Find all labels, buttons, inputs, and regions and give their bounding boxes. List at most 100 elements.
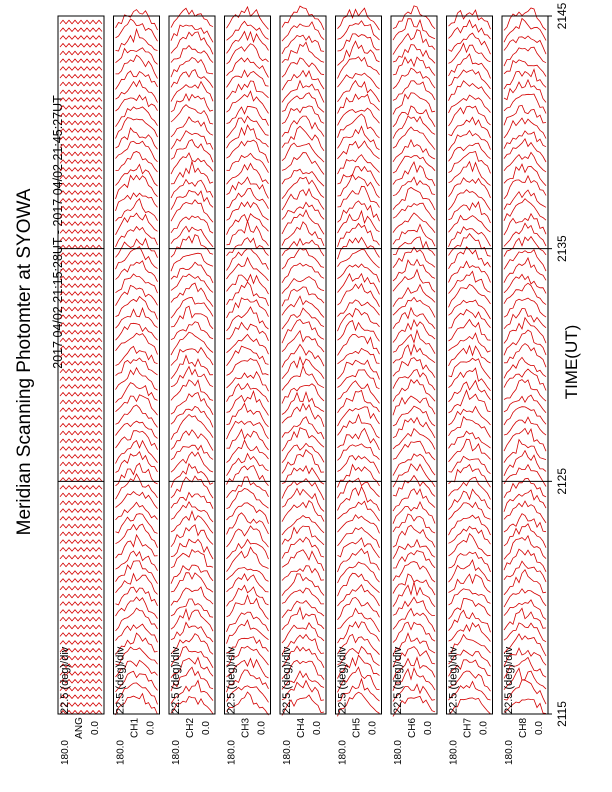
scan-trace [337, 165, 380, 187]
scan-trace [115, 659, 158, 678]
panel-scale-label: 22.5 (deg)/div [503, 646, 515, 714]
scan-trace [170, 104, 214, 125]
scan-trace [503, 394, 547, 414]
scan-trace [115, 382, 158, 403]
scan-trace [226, 273, 269, 295]
scan-trace [59, 190, 103, 196]
scan-trace [281, 587, 324, 605]
scan-trace [59, 663, 103, 669]
scan-trace [170, 354, 214, 380]
scan-trace [115, 212, 158, 235]
panel-traces [281, 5, 325, 716]
scan-trace [170, 305, 214, 330]
panel-ylabel: CH8 [518, 718, 529, 738]
scan-trace [59, 570, 103, 576]
scan-trace [59, 422, 103, 428]
scan-trace [226, 636, 269, 654]
scan-trace [448, 332, 491, 353]
scan-trace [503, 523, 547, 548]
scan-trace [115, 225, 158, 248]
scan-trace [337, 320, 380, 342]
scan-trace [448, 105, 491, 127]
scan-trace [115, 284, 158, 306]
scan-trace [448, 525, 491, 545]
scan-trace [392, 115, 436, 139]
scan-trace [448, 573, 491, 593]
scan-trace [392, 138, 436, 163]
scan-trace [281, 600, 325, 619]
scan-trace [170, 491, 214, 509]
panel-ymin-label: 0.0 [201, 721, 212, 735]
scan-trace [226, 80, 269, 100]
scan-trace [392, 202, 436, 221]
scan-trace [170, 31, 214, 55]
panel-scale-label: 22.5 (deg)/div [226, 646, 238, 714]
scan-trace [59, 702, 103, 707]
scan-trace [337, 463, 380, 488]
scan-trace [392, 378, 436, 402]
scan-trace [115, 151, 158, 173]
scan-trace [448, 488, 491, 510]
scan-trace [448, 160, 491, 186]
scan-trace [59, 329, 103, 335]
scan-trace [226, 546, 269, 572]
scan-trace [59, 159, 103, 165]
scan-trace [448, 551, 491, 573]
scan-trace [281, 187, 325, 211]
scan-trace [226, 162, 269, 185]
scan-trace [337, 209, 380, 234]
x-tick-label: 2115 [555, 701, 569, 727]
scan-trace [115, 260, 158, 282]
scan-trace [115, 560, 158, 584]
scan-trace [59, 492, 103, 498]
scan-trace [392, 513, 436, 534]
scan-trace [448, 455, 491, 475]
scan-trace [170, 538, 214, 560]
scan-trace [503, 104, 547, 126]
scan-trace [226, 237, 269, 257]
scan-trace [392, 561, 436, 583]
scan-trace [337, 406, 380, 427]
scan-trace [226, 30, 269, 54]
scan-trace [337, 485, 380, 511]
scan-trace [503, 329, 547, 356]
scan-trace [115, 682, 158, 705]
scan-trace [170, 475, 214, 499]
scan-trace [448, 177, 491, 198]
scan-trace [59, 73, 103, 79]
scan-trace [337, 56, 380, 79]
scan-trace [59, 174, 103, 180]
scan-trace [226, 115, 269, 139]
scan-trace [337, 572, 380, 597]
scan-trace [392, 318, 436, 343]
panel-scale-label: 22.5 (deg)/div [59, 646, 71, 714]
scan-trace [226, 90, 269, 114]
scan-trace [59, 19, 103, 25]
scan-trace [115, 439, 158, 464]
scan-trace [281, 549, 325, 572]
scan-trace [281, 34, 325, 55]
scan-trace [59, 35, 103, 40]
scan-trace [448, 367, 491, 392]
scan-trace [59, 128, 103, 133]
scan-trace [448, 246, 491, 270]
scan-trace [59, 66, 103, 71]
scan-trace [337, 666, 380, 693]
scan-trace [59, 213, 103, 219]
panel-ymax-label: 180.0 [338, 740, 349, 765]
scan-trace [392, 573, 436, 596]
scan-trace [448, 53, 491, 79]
scan-trace [503, 93, 547, 114]
scan-trace [281, 565, 325, 581]
scan-trace [392, 268, 436, 293]
scan-trace [170, 178, 214, 199]
scan-trace [115, 197, 158, 222]
x-ticks-group: 2115 2125 2135 2145 [548, 2, 569, 727]
scan-trace [503, 416, 547, 436]
panel-traces [115, 9, 158, 716]
scan-trace [337, 222, 380, 247]
scan-trace [170, 696, 214, 715]
